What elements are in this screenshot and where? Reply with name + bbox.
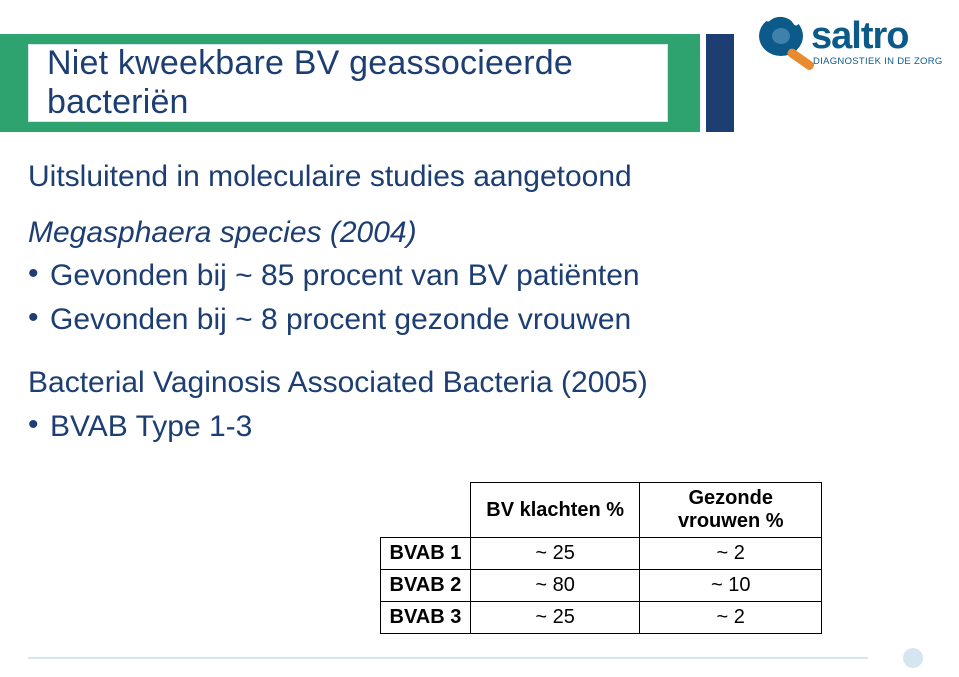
bullet: Gevonden bij ~ 8 procent gezonde vrouwen: [28, 301, 928, 339]
title-box: Niet kweekbare BV geassocieerde bacterië…: [28, 44, 668, 122]
table-header: BV klachten %: [470, 483, 640, 538]
table-cell: BVAB 2: [381, 570, 471, 602]
table-cell: ~ 2: [640, 538, 822, 570]
section2-heading: Bacterial Vaginosis Associated Bacteria …: [28, 364, 928, 402]
bullet: BVAB Type 1-3: [28, 408, 928, 446]
table-row: BVAB 2 ~ 80 ~ 10: [381, 570, 822, 602]
slide-title: Niet kweekbare BV geassocieerde bacterië…: [47, 44, 667, 122]
bvab-table: BV klachten % Gezonde vrouwen % BVAB 1 ~…: [380, 482, 822, 634]
table-row: BVAB 1 ~ 25 ~ 2: [381, 538, 822, 570]
section2-bullets: BVAB Type 1-3: [28, 408, 928, 446]
table-cell: ~ 25: [470, 602, 640, 634]
table-cell: ~ 25: [470, 538, 640, 570]
section1-heading: Megasphaera species (2004): [28, 214, 928, 252]
header-blue-block: [706, 34, 734, 132]
table-row: BVAB 3 ~ 25 ~ 2: [381, 602, 822, 634]
footer-divider: [28, 657, 868, 659]
slide: Niet kweekbare BV geassocieerde bacterië…: [0, 0, 959, 677]
table-header-row: BV klachten % Gezonde vrouwen %: [381, 483, 822, 538]
bullet: Gevonden bij ~ 85 procent van BV patiënt…: [28, 257, 928, 295]
saltro-logo: saltro DIAGNOSTIEK IN DE ZORG: [755, 6, 945, 78]
svg-text:DIAGNOSTIEK IN DE ZORG: DIAGNOSTIEK IN DE ZORG: [813, 56, 943, 67]
table-cell: ~ 10: [640, 570, 822, 602]
table-cell: BVAB 1: [381, 538, 471, 570]
table-cell: ~ 80: [470, 570, 640, 602]
table-cell: ~ 2: [640, 602, 822, 634]
section1-bullets: Gevonden bij ~ 85 procent van BV patiënt…: [28, 257, 928, 338]
table-cell: BVAB 3: [381, 602, 471, 634]
svg-text:saltro: saltro: [811, 15, 908, 57]
slide-subtitle: Uitsluitend in moleculaire studies aange…: [28, 158, 928, 196]
table-header: Gezonde vrouwen %: [640, 483, 822, 538]
table-header-empty: [381, 483, 471, 538]
content-area: Uitsluitend in moleculaire studies aange…: [28, 158, 928, 471]
